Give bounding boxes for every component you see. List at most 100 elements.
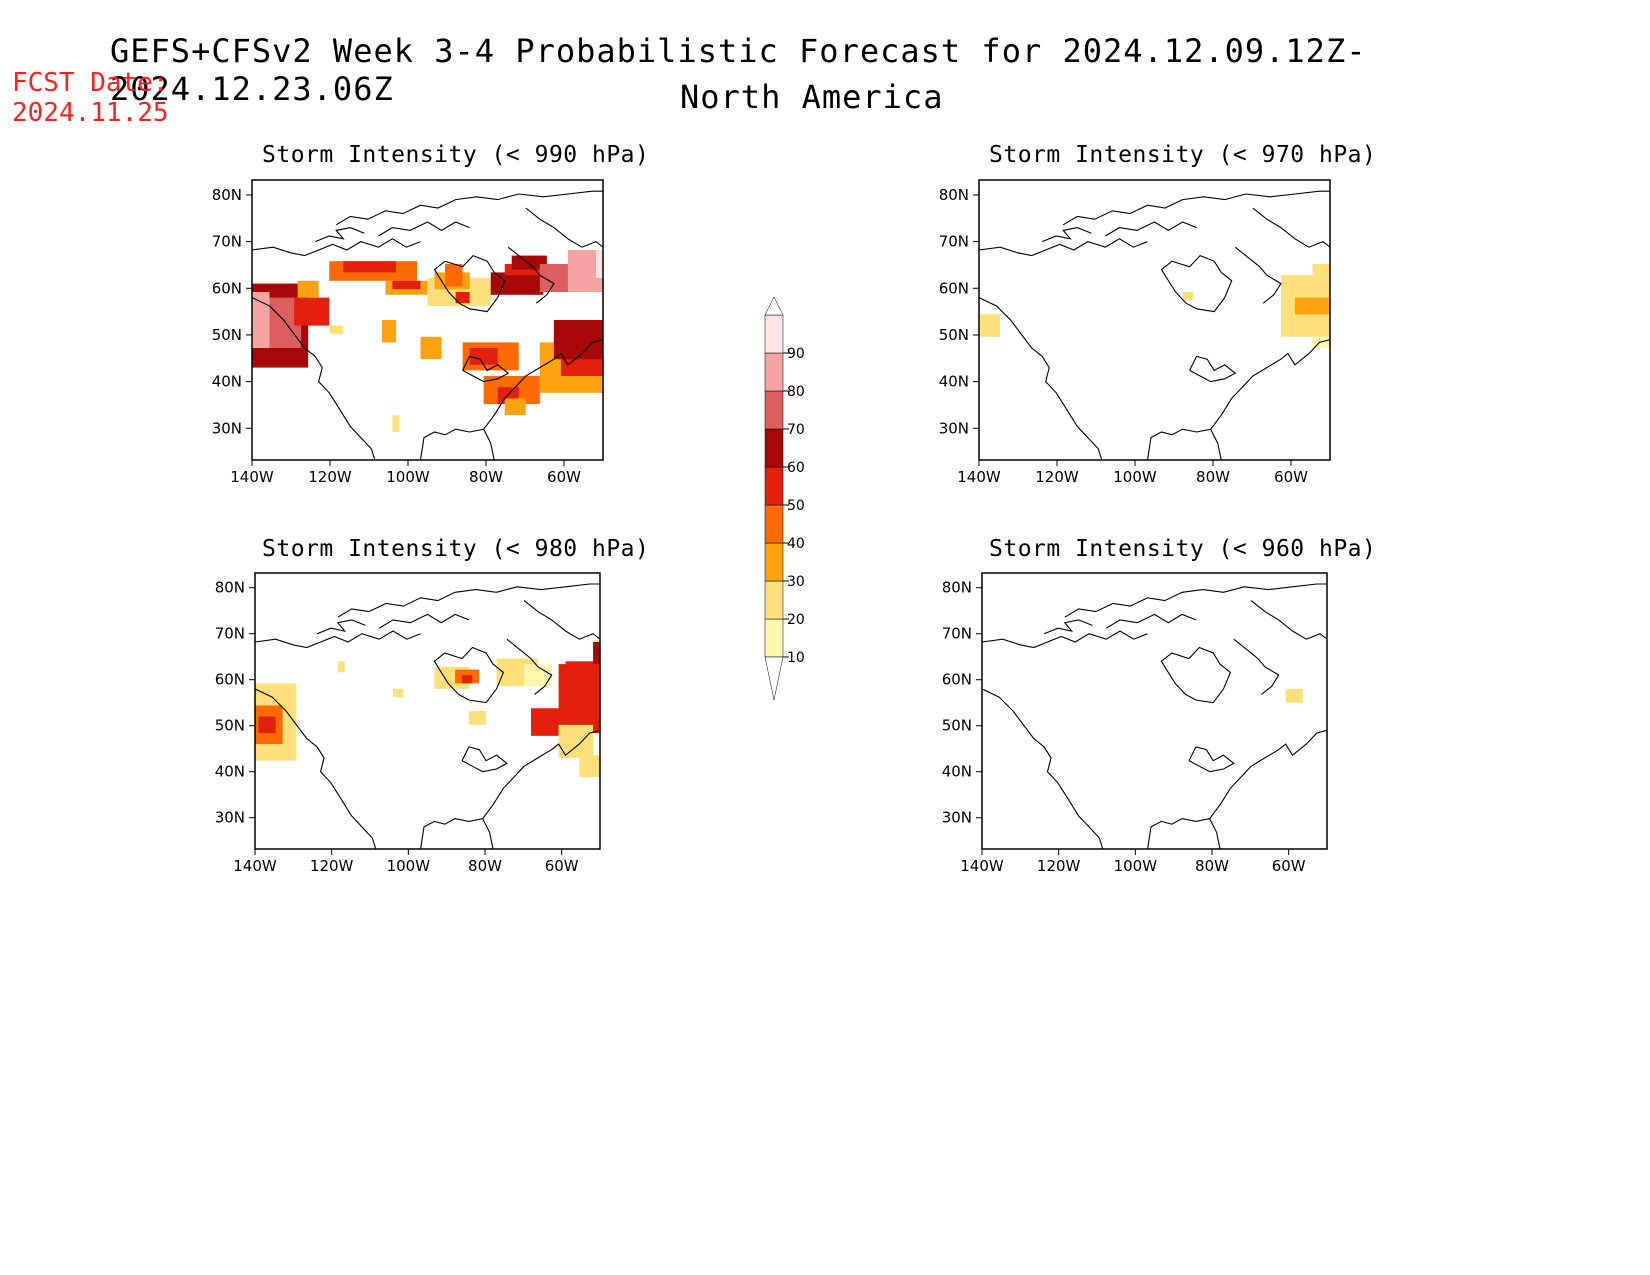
probability-cell [445, 264, 463, 287]
colorbar-swatch [764, 580, 784, 620]
coastline-path [1233, 638, 1280, 695]
lon-tick-label: 140W [233, 857, 277, 875]
coastline-path [981, 630, 1148, 649]
coastline-path [1146, 428, 1222, 461]
main-title: GEFS+CFSv2 Week 3-4 Probabilistic Foreca… [110, 32, 1367, 108]
coastline-path [378, 221, 470, 237]
probability-cell [524, 664, 552, 687]
coastline-path [251, 297, 376, 461]
probability-cell [1182, 292, 1194, 301]
coastline-path [254, 688, 377, 850]
panel-title-970: Storm Intensity (< 970 hPa) [989, 142, 1377, 168]
lon-tick-label: 120W [308, 468, 352, 486]
coastline-path [1252, 207, 1331, 248]
probability-fill-p970 [979, 264, 1330, 348]
colorbar: 10 20 30 40 50 60 70 80 90 [764, 296, 805, 701]
probability-cell [490, 272, 544, 295]
coastline-path [1160, 646, 1232, 704]
probability-cell [469, 348, 498, 365]
probability-cell [553, 320, 603, 360]
panel-title-960: Storm Intensity (< 960 hPa) [989, 536, 1377, 562]
colorbar-swatch [764, 352, 784, 392]
probability-fill-p960 [1285, 688, 1303, 703]
coastline-path [978, 297, 1103, 461]
probability-cell [565, 661, 600, 684]
lon-tick-label: 100W [1114, 857, 1158, 875]
lat-tick-label: 80N [212, 186, 242, 204]
coastline-path [433, 254, 506, 313]
colorbar-label: 20 [787, 612, 805, 628]
coastline-path [314, 227, 365, 243]
lat-tick-label: 60N [939, 279, 969, 297]
lat-tick-label: 70N [212, 233, 242, 251]
lat-tick-label: 60N [215, 671, 245, 689]
coastline-p990 [251, 190, 604, 461]
colorbar-label: 40 [787, 536, 805, 552]
forecast-date-block: FCST Date: 2024.11.25 [12, 68, 169, 128]
probability-cell [393, 688, 404, 698]
lat-tick-label: 40N [942, 763, 972, 781]
probability-cell [343, 261, 396, 273]
colorbar-label: 70 [787, 422, 805, 438]
coastline-path [1234, 246, 1282, 304]
colorbar-swatch [764, 618, 784, 658]
coastline-path [419, 428, 495, 461]
lat-tick-label: 40N [215, 763, 245, 781]
map-frame-p980 [254, 572, 601, 850]
map-panel-p960: 80N 70N 60N 50N 40N 30N 140W 120W 100W 80W 60W [942, 572, 1328, 875]
lat-tick-label: 70N [215, 625, 245, 643]
probability-cell [1285, 688, 1303, 703]
probability-cell [297, 280, 319, 298]
probability-cell [468, 711, 487, 725]
coastline-path [483, 339, 604, 430]
colorbar-swatch [764, 390, 784, 430]
panel-title-980: Storm Intensity (< 980 hPa) [262, 536, 650, 562]
probability-cell [381, 320, 396, 343]
colorbar-swatch [764, 428, 784, 468]
forecast-date-value: 2024.11.25 [12, 98, 169, 128]
lat-tick-label: 50N [215, 717, 245, 735]
region-subtitle: North America [680, 78, 944, 116]
colorbar-label: 90 [787, 346, 805, 362]
map-panel-p990: 80N 70N 60N 50N 40N 30N 140W 120W 100W 80W 60W [212, 179, 604, 486]
probability-cell [455, 292, 470, 304]
lon-tick-label: 120W [310, 857, 354, 875]
lat-tick-label: 40N [212, 373, 242, 391]
coastline-path [1209, 729, 1328, 819]
coastline-path [254, 630, 421, 649]
probability-fill-p980 [255, 642, 600, 778]
lat-tick-label: 30N [215, 809, 245, 827]
colorbar-label: 30 [787, 574, 805, 590]
probability-cell [252, 292, 270, 348]
lon-tick-label: 80W [468, 857, 502, 875]
lat-tick-label: 30N [942, 809, 972, 827]
probability-cell [579, 755, 600, 778]
lat-tick-label: 80N [939, 186, 969, 204]
coastline-path [1147, 817, 1221, 850]
lat-tick-label: 60N [942, 671, 972, 689]
probability-cell [337, 661, 345, 673]
coastline-path [1188, 746, 1235, 773]
lon-tick-label: 80W [1195, 857, 1229, 875]
lat-tick-label: 70N [942, 625, 972, 643]
probability-cell [595, 250, 603, 278]
probability-cell [329, 325, 344, 334]
lat-tick-label: 60N [212, 279, 242, 297]
coastline-path [1041, 227, 1092, 243]
coastline-path [525, 207, 604, 248]
map-frame-p970 [978, 179, 1331, 461]
coastline-path [981, 688, 1104, 850]
coastline-p960 [981, 583, 1328, 850]
lon-tick-label: 60W [1272, 857, 1306, 875]
lon-tick-label: 80W [1196, 468, 1230, 486]
coastline-path [978, 238, 1148, 257]
lat-tick-label: 80N [942, 579, 972, 597]
lon-tick-label: 140W [230, 468, 274, 486]
coastline-path [378, 613, 470, 629]
coastline-path [1160, 254, 1233, 313]
map-frame-p990 [251, 179, 604, 461]
lon-tick-label: 60W [547, 468, 581, 486]
lon-tick-label: 60W [545, 857, 579, 875]
probability-cell [294, 297, 330, 326]
